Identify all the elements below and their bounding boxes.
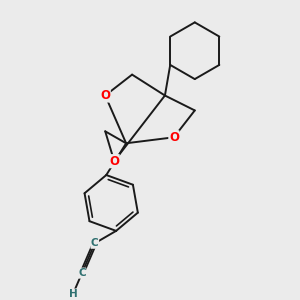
Text: C: C [78, 268, 86, 278]
Text: O: O [109, 155, 119, 168]
Text: O: O [169, 131, 179, 144]
Text: O: O [100, 89, 110, 102]
Text: C: C [91, 238, 99, 248]
Text: H: H [69, 289, 77, 299]
